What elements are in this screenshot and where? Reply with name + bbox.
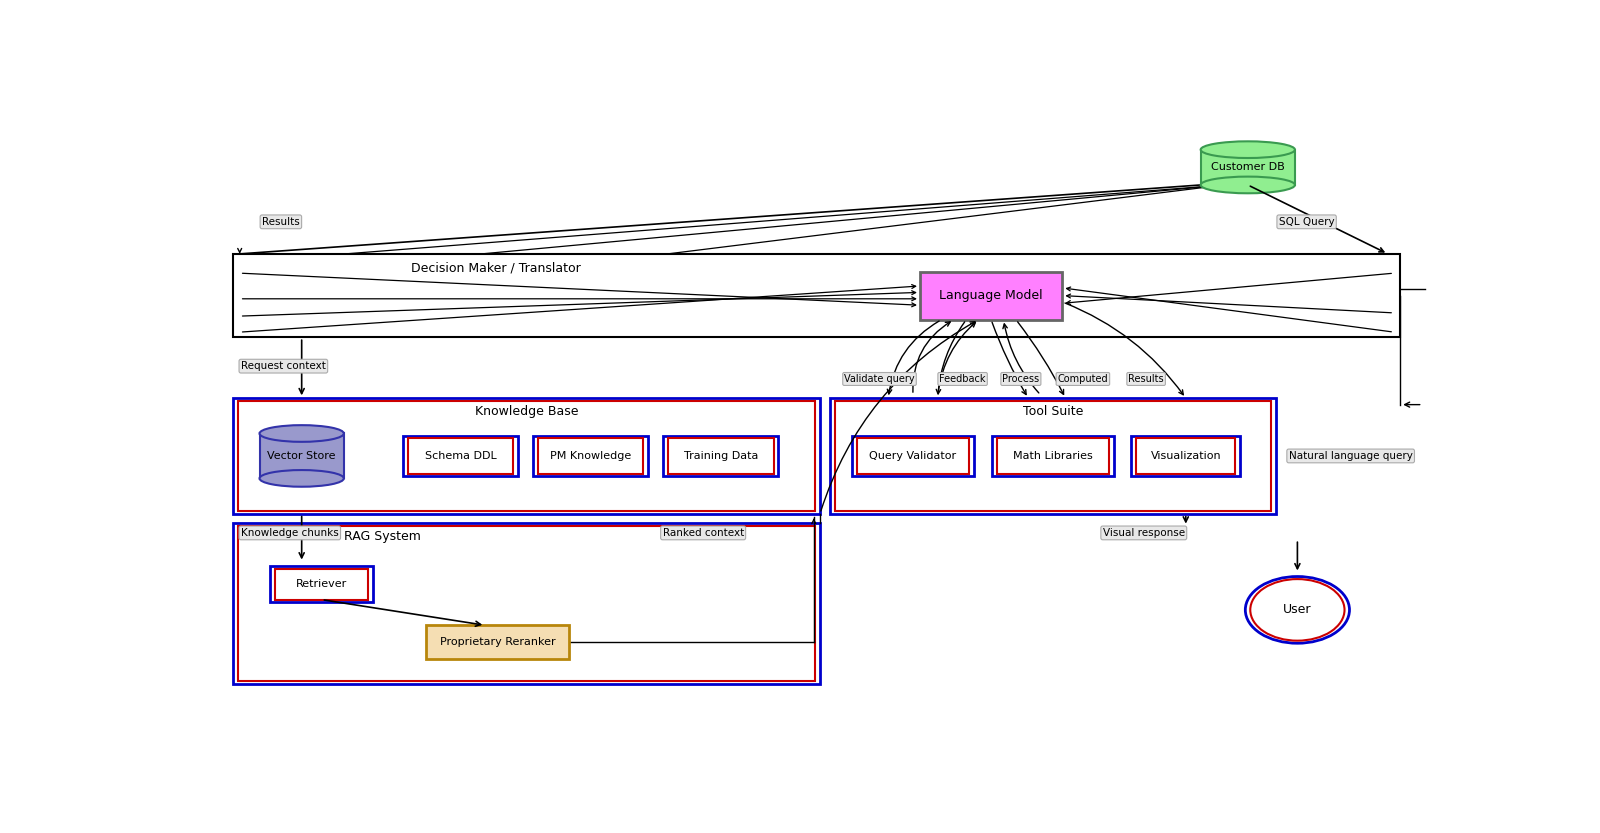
Text: Query Validator: Query Validator (869, 451, 957, 461)
Text: Training Data: Training Data (683, 451, 758, 461)
Bar (275, 569, 368, 600)
Ellipse shape (1200, 142, 1294, 158)
Bar (997, 438, 1109, 474)
Ellipse shape (1200, 177, 1294, 193)
Bar (238, 401, 814, 511)
Text: Visualization: Visualization (1150, 451, 1221, 461)
Text: Process: Process (1002, 374, 1040, 384)
Bar (234, 398, 819, 514)
Bar (835, 401, 1272, 511)
Ellipse shape (259, 425, 344, 441)
Bar (920, 272, 1062, 320)
Text: Customer DB: Customer DB (1211, 162, 1285, 172)
Bar (853, 436, 974, 476)
Text: User: User (1283, 603, 1312, 616)
Text: Results: Results (1128, 374, 1163, 384)
Text: RAG System: RAG System (344, 530, 421, 543)
Bar (858, 438, 970, 474)
Text: Knowledge Base: Knowledge Base (475, 405, 579, 417)
Text: Feedback: Feedback (939, 374, 986, 384)
Text: PM Knowledge: PM Knowledge (550, 451, 632, 461)
Bar (830, 398, 1277, 514)
Bar (538, 438, 643, 474)
Text: Knowledge chunks: Knowledge chunks (242, 528, 339, 538)
Text: Natural language query: Natural language query (1288, 451, 1413, 461)
Bar (992, 436, 1114, 476)
Bar (1131, 436, 1240, 476)
Text: Decision Maker / Translator: Decision Maker / Translator (411, 262, 581, 275)
Bar (533, 436, 648, 476)
Text: Math Libraries: Math Libraries (1013, 451, 1093, 461)
Bar (259, 433, 344, 478)
Bar (270, 566, 373, 602)
Text: Request context: Request context (242, 362, 326, 372)
Text: Tool Suite: Tool Suite (1022, 405, 1083, 417)
Text: Ranked context: Ranked context (662, 528, 744, 538)
Text: Language Model: Language Model (939, 289, 1043, 302)
Text: Vector Store: Vector Store (267, 451, 336, 461)
Text: SQL Query: SQL Query (1278, 217, 1334, 227)
Text: Schema DDL: Schema DDL (424, 451, 496, 461)
Ellipse shape (259, 470, 344, 486)
Text: Proprietary Reranker: Proprietary Reranker (440, 637, 555, 647)
Ellipse shape (1245, 576, 1349, 643)
Ellipse shape (1250, 579, 1344, 641)
Bar (426, 626, 570, 659)
Text: Validate query: Validate query (845, 374, 915, 384)
Bar (669, 438, 773, 474)
Bar (1136, 438, 1235, 474)
Text: Visual response: Visual response (1102, 528, 1186, 538)
Bar (662, 436, 779, 476)
Bar (234, 254, 1400, 337)
Bar (238, 526, 814, 681)
Bar (408, 438, 514, 474)
Text: Results: Results (262, 217, 299, 227)
Bar (403, 436, 518, 476)
Bar (1200, 150, 1294, 185)
Bar (234, 523, 819, 684)
Text: Computed: Computed (1058, 374, 1109, 384)
Text: Retriever: Retriever (296, 579, 347, 589)
